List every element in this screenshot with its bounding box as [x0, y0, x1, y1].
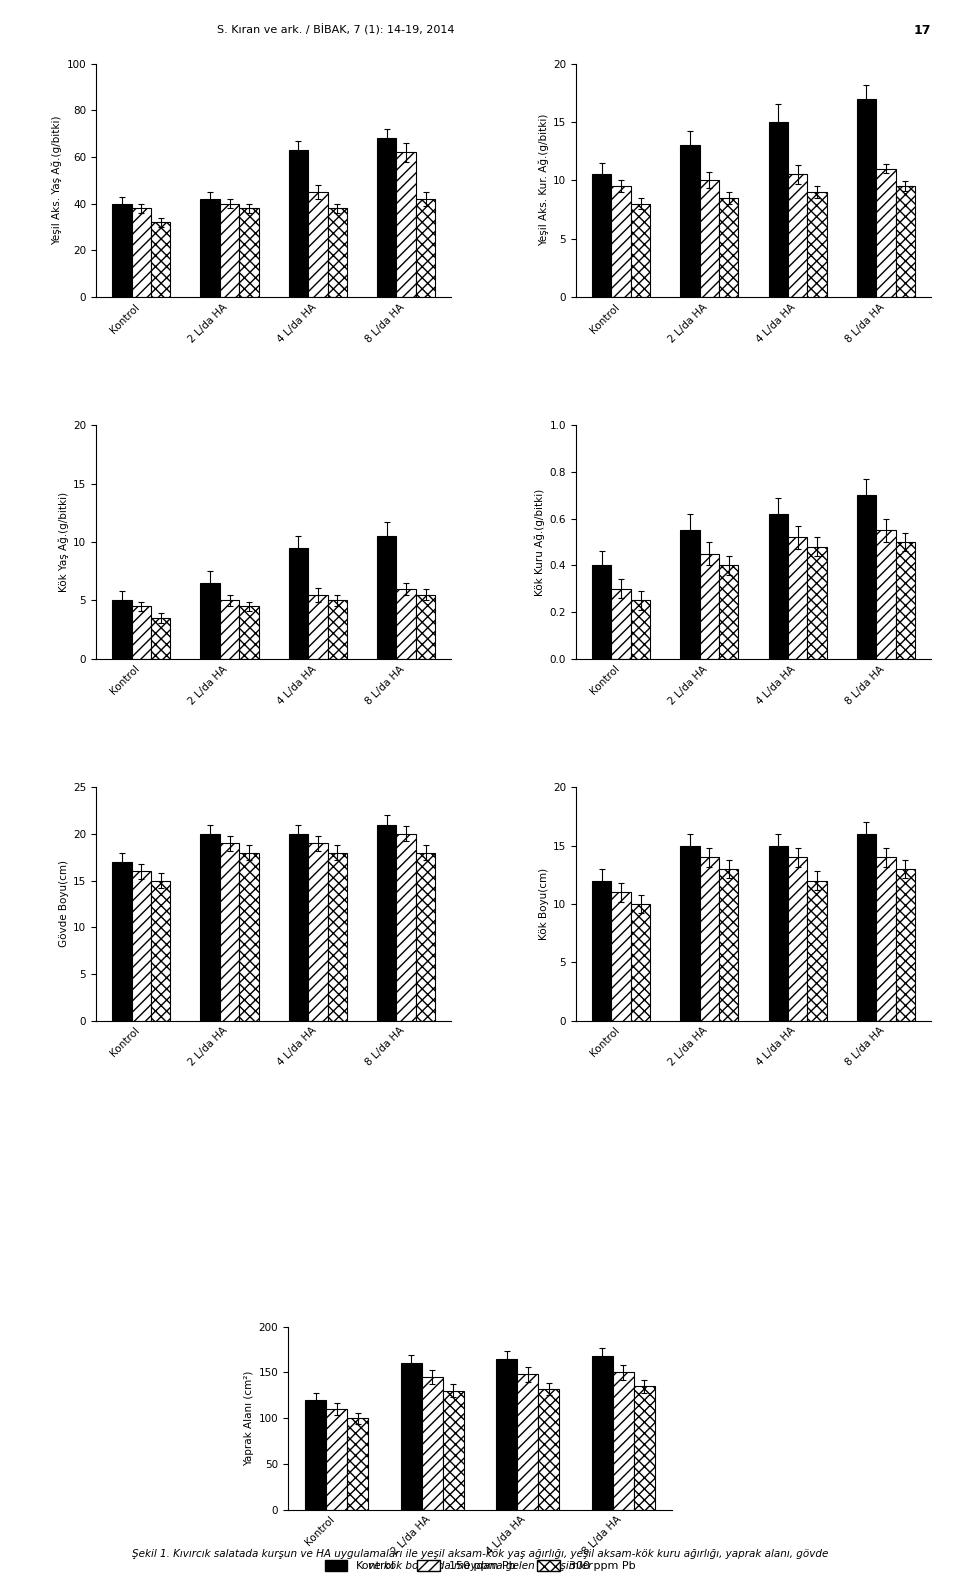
Bar: [396, 590, 416, 659]
Bar: [896, 542, 915, 659]
Bar: [634, 1386, 655, 1510]
Bar: [239, 208, 258, 297]
Bar: [631, 203, 650, 297]
Bar: [788, 856, 807, 1020]
Bar: [539, 1389, 559, 1510]
Bar: [769, 122, 788, 297]
Bar: [112, 601, 132, 659]
Bar: [112, 203, 132, 297]
Bar: [769, 515, 788, 659]
Bar: [496, 1359, 517, 1510]
Bar: [377, 138, 396, 297]
Y-axis label: Kök Yaş Ağ.(g/bitki): Kök Yaş Ağ.(g/bitki): [59, 493, 69, 593]
Bar: [856, 496, 876, 659]
Bar: [201, 199, 220, 297]
Bar: [289, 149, 308, 297]
Bar: [220, 601, 239, 659]
Bar: [308, 594, 327, 659]
Bar: [788, 537, 807, 659]
Bar: [289, 548, 308, 659]
Bar: [896, 186, 915, 297]
Bar: [377, 825, 396, 1020]
Bar: [308, 192, 327, 297]
Bar: [700, 180, 719, 297]
Bar: [239, 853, 258, 1020]
Bar: [239, 607, 258, 659]
Bar: [220, 844, 239, 1020]
Bar: [348, 1417, 369, 1510]
Bar: [719, 869, 738, 1020]
Bar: [151, 880, 171, 1020]
Bar: [591, 1355, 612, 1510]
Text: 17: 17: [914, 24, 931, 37]
Bar: [681, 845, 700, 1020]
Bar: [308, 844, 327, 1020]
Bar: [377, 535, 396, 659]
Bar: [327, 208, 347, 297]
Bar: [220, 203, 239, 297]
Bar: [151, 222, 171, 297]
Bar: [719, 197, 738, 297]
Bar: [151, 618, 171, 659]
Bar: [612, 186, 631, 297]
Bar: [201, 583, 220, 659]
Bar: [612, 1373, 634, 1510]
Bar: [592, 880, 612, 1020]
Bar: [876, 856, 896, 1020]
Bar: [416, 199, 435, 297]
Bar: [112, 861, 132, 1020]
Bar: [856, 99, 876, 297]
Y-axis label: Yaprak Alanı (cm²): Yaprak Alanı (cm²): [245, 1370, 254, 1467]
Bar: [416, 594, 435, 659]
Bar: [401, 1363, 421, 1510]
Bar: [326, 1409, 348, 1510]
Y-axis label: Yeşil Aks. Kur. Ağ.(g/bitki): Yeşil Aks. Kur. Ağ.(g/bitki): [539, 114, 549, 246]
Bar: [396, 834, 416, 1020]
Bar: [592, 566, 612, 659]
Bar: [396, 153, 416, 297]
Y-axis label: Yeşil Aks. Yaş Ağ.(g/bitki): Yeşil Aks. Yaş Ağ.(g/bitki): [52, 116, 62, 245]
Bar: [631, 904, 650, 1020]
Bar: [719, 566, 738, 659]
Bar: [807, 547, 827, 659]
Bar: [132, 871, 151, 1020]
Bar: [592, 175, 612, 297]
Bar: [132, 208, 151, 297]
Bar: [769, 845, 788, 1020]
Legend: Kontrol, 150 ppm Pb, 300 ppm Pb: Kontrol, 150 ppm Pb, 300 ppm Pb: [321, 1556, 639, 1576]
Y-axis label: Kök Kuru Ağ.(g/bitki): Kök Kuru Ağ.(g/bitki): [535, 488, 545, 596]
Bar: [807, 880, 827, 1020]
Bar: [896, 869, 915, 1020]
Bar: [132, 607, 151, 659]
Bar: [517, 1374, 539, 1510]
Bar: [289, 834, 308, 1020]
Bar: [807, 192, 827, 297]
Y-axis label: Gövde Boyu(cm): Gövde Boyu(cm): [59, 860, 69, 947]
Text: S. Kıran ve ark. / BİBAK, 7 (1): 14-19, 2014: S. Kıran ve ark. / BİBAK, 7 (1): 14-19, …: [217, 24, 455, 35]
Bar: [856, 834, 876, 1020]
Bar: [700, 553, 719, 659]
Bar: [201, 834, 220, 1020]
Bar: [788, 175, 807, 297]
Bar: [612, 893, 631, 1020]
Text: Şekil 1. Kıvırcık salatada kurşun ve HA uygulamaları ile yeşil aksam-kök yaş ağı: Şekil 1. Kıvırcık salatada kurşun ve HA …: [132, 1549, 828, 1572]
Bar: [443, 1390, 464, 1510]
Bar: [631, 601, 650, 659]
Bar: [327, 601, 347, 659]
Y-axis label: Kök Boyu(cm): Kök Boyu(cm): [539, 868, 549, 941]
Bar: [700, 856, 719, 1020]
Bar: [876, 168, 896, 297]
Bar: [305, 1400, 326, 1510]
Bar: [681, 531, 700, 659]
Bar: [876, 531, 896, 659]
Bar: [612, 590, 631, 659]
Bar: [327, 853, 347, 1020]
Bar: [681, 145, 700, 297]
Bar: [416, 853, 435, 1020]
Bar: [421, 1378, 443, 1510]
